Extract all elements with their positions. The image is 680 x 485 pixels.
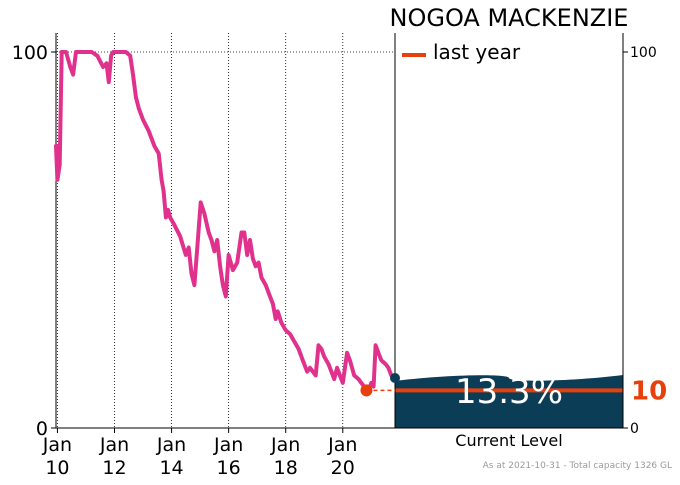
y-axis-ticks: 0 100 xyxy=(12,42,56,440)
y-tick-label: 100 xyxy=(12,42,48,64)
storage-series-line xyxy=(54,50,396,397)
x-tick-label-year: 18 xyxy=(274,457,298,479)
current-level-marker xyxy=(390,372,400,383)
water-level-fill xyxy=(395,374,623,428)
right-tick-label: 0 xyxy=(630,421,639,437)
y-tick-label: 0 xyxy=(36,418,48,440)
last-year-marker xyxy=(360,384,373,397)
right-tick-label: 100 xyxy=(630,45,657,61)
chart-title: NOGOA MACKENZIE xyxy=(390,4,629,32)
current-level-percent: 13.3% xyxy=(455,372,563,412)
right-axis-ticks: 0 100 xyxy=(623,45,657,437)
x-tick-label-month: Jan xyxy=(99,434,129,456)
legend-label: last year xyxy=(433,40,521,64)
x-tick-label-month: Jan xyxy=(156,434,186,456)
x-tick-label-year: 20 xyxy=(331,457,355,479)
x-tick-label-year: 12 xyxy=(102,457,126,479)
x-tick-label-month: Jan xyxy=(213,434,243,456)
axes xyxy=(55,33,624,429)
x-tick-label-month: Jan xyxy=(327,434,357,456)
current-level-caption: Current Level xyxy=(455,431,562,450)
current-level-panel: 13.3% Current Level xyxy=(395,372,623,450)
x-tick-label-month: Jan xyxy=(270,434,300,456)
last-year-value-label: 10 xyxy=(631,376,667,406)
x-tick-label-month: Jan xyxy=(42,434,72,456)
legend: last year xyxy=(402,40,521,64)
footnote: As at 2021-10-31 - Total capacity 1326 G… xyxy=(483,461,672,471)
x-tick-label-year: 10 xyxy=(45,457,69,479)
x-tick-label-year: 14 xyxy=(159,457,183,479)
grid-lines xyxy=(56,33,395,428)
x-tick-label-year: 16 xyxy=(217,457,241,479)
